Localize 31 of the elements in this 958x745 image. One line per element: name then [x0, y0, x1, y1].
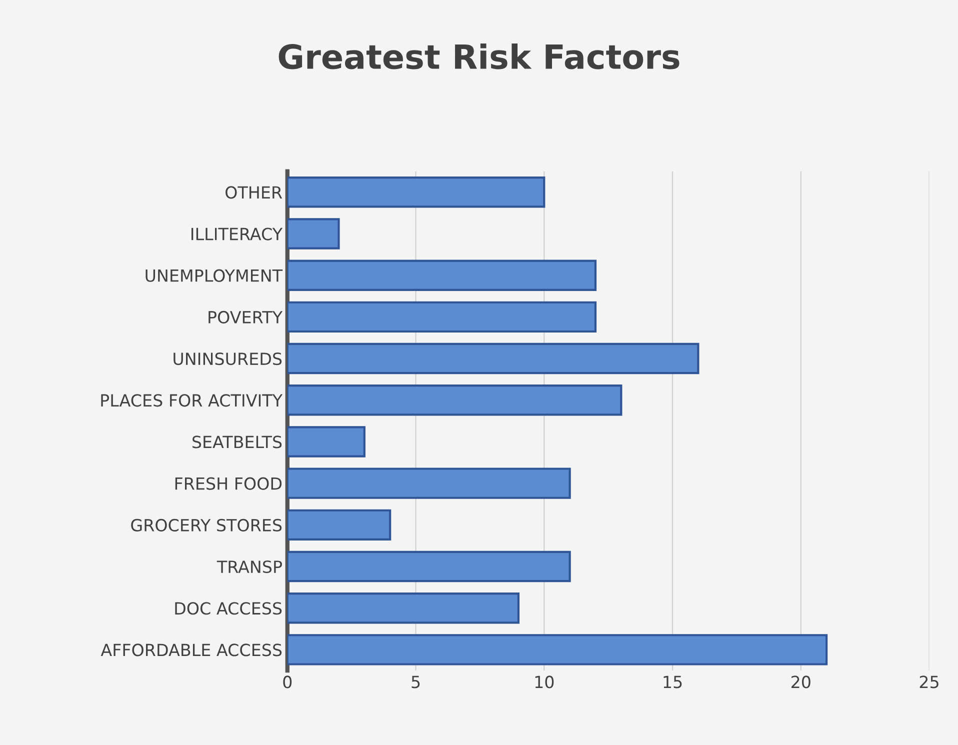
bar — [287, 384, 622, 416]
bar — [287, 468, 571, 499]
y-tick-label: POVERTY — [208, 310, 283, 324]
y-tick-label: GROCERY STORES — [131, 518, 282, 532]
bar — [287, 592, 520, 624]
bar — [287, 550, 571, 582]
y-tick-label: SEATBELTS — [192, 436, 282, 448]
y-tick-label: UNINSUREDS — [174, 352, 282, 366]
bar — [287, 260, 597, 291]
bar — [287, 218, 340, 250]
y-tick-label: TRANSP — [216, 560, 282, 574]
bar — [287, 426, 366, 458]
y-tick-label: OTHER — [226, 186, 282, 199]
y-tick-label: ILLITERACY — [192, 228, 283, 240]
bar — [287, 342, 700, 374]
bar — [287, 634, 828, 666]
x-tick-label: 25 — [920, 676, 938, 688]
y-tick-label: DOC ACCESS — [175, 602, 282, 615]
chart-title: Greatest Risk Factors — [278, 43, 680, 70]
y-tick-label: FRESH FOOD — [175, 477, 282, 490]
y-tick-label: PLACES FOR ACTIVITY — [101, 394, 283, 407]
bar — [287, 176, 546, 208]
y-tick-label: UNEMPLOYMENT — [146, 269, 283, 282]
x-tick-label: 15 — [664, 676, 682, 688]
bar — [287, 301, 597, 333]
x-tick-label: 0 — [283, 676, 292, 688]
x-tick-label: 5 — [412, 676, 420, 688]
bar — [287, 509, 392, 541]
y-tick-label: AFFORDABLE ACCESS — [100, 644, 282, 656]
x-tick-label: 10 — [535, 676, 554, 688]
x-tick-label: 20 — [792, 676, 810, 688]
